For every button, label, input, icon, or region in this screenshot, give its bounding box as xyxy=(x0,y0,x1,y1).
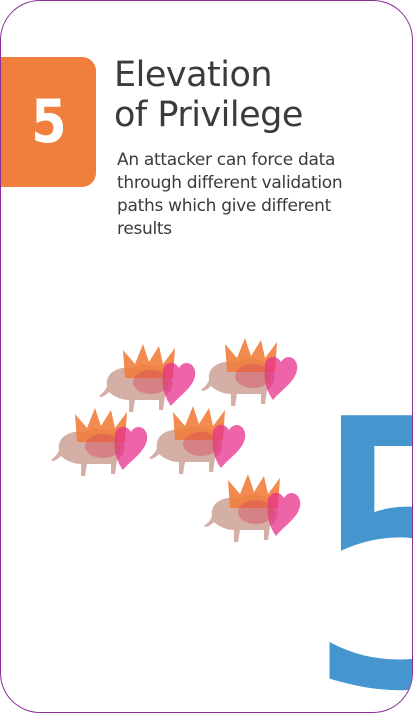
crowned-bison-heart-icon xyxy=(149,406,246,474)
crowned-bison-heart-icon xyxy=(51,408,148,476)
illustration xyxy=(51,338,301,542)
crowned-bison-heart-icon xyxy=(201,338,298,406)
card-title-line-1: Elevation xyxy=(114,55,273,95)
card-title: Elevation of Privilege xyxy=(114,55,303,135)
background-rank-numeral: 5 xyxy=(301,373,412,712)
card-title-line-2: of Privilege xyxy=(114,95,303,135)
rank-value: 5 xyxy=(30,87,67,157)
crowned-bison-heart-icon xyxy=(99,344,196,412)
card-description: An attacker can force data through diffe… xyxy=(117,150,343,239)
crowned-bison-heart-icon xyxy=(204,474,301,542)
rank-badge: 5 xyxy=(1,57,96,187)
